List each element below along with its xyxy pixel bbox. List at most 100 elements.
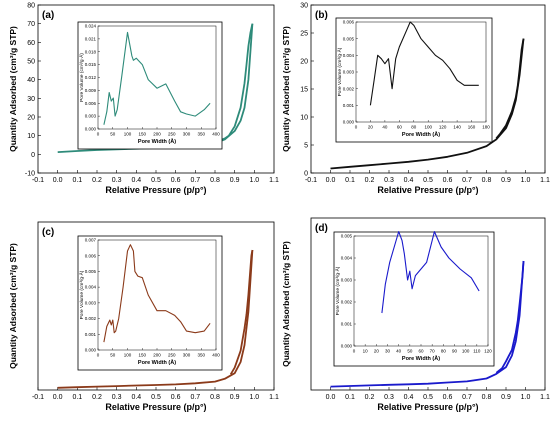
inset-y-axis-label: Pore Volume (cm³/g·Å) bbox=[334, 266, 341, 315]
inset-x-tick-label: 100 bbox=[424, 125, 432, 130]
x-tick-label: 0.8 bbox=[210, 177, 220, 184]
inset-x-axis-label: Pore Width (Å) bbox=[138, 359, 176, 366]
x-tick-label: 0.3 bbox=[384, 177, 394, 184]
x-tick-label: 0.6 bbox=[443, 394, 453, 401]
inset-x-axis-label: Pore Width (Å) bbox=[138, 138, 176, 145]
y-tick-label: 5 bbox=[304, 143, 308, 150]
isotherm-series-1 bbox=[330, 260, 525, 388]
inset-x-tick-label: 50 bbox=[110, 353, 116, 358]
x-tick-label: 0.0 bbox=[53, 177, 63, 184]
inset-y-tick-label: 0.000 bbox=[85, 127, 97, 132]
inset-x-tick-label: 150 bbox=[138, 132, 146, 137]
inset-x-axis-label: Pore Width (Å) bbox=[402, 355, 440, 362]
inset-y-tick-label: 0.006 bbox=[85, 253, 97, 258]
inset-y-tick-label: 0.000 bbox=[343, 120, 355, 125]
inset-y-tick-label: 0.000 bbox=[85, 348, 97, 353]
x-tick-label: 0.5 bbox=[423, 177, 433, 184]
inset-x-tick-label: 10 bbox=[363, 349, 369, 354]
x-tick-label: -0.1 bbox=[305, 177, 317, 184]
inset-y-tick-label: 0.015 bbox=[85, 62, 97, 67]
y-tick-label: 40 bbox=[27, 77, 35, 84]
inset-chart: 0 50 100 150 200 250 300 350 400 0.000 0.003 0.006 0… bbox=[77, 21, 223, 150]
inset-x-tick-label: 400 bbox=[212, 132, 220, 137]
inset-y-tick-label: 0.001 bbox=[343, 103, 355, 108]
inset-y-tick-label: 0.003 bbox=[85, 300, 97, 305]
x-tick-label: 0.2 bbox=[92, 177, 102, 184]
pore-distribution-line bbox=[103, 244, 211, 343]
inset-x-tick-label: 300 bbox=[183, 132, 191, 137]
inset-y-tick-label: 0.012 bbox=[85, 75, 97, 80]
inset-y-tick-label: 0.004 bbox=[85, 285, 97, 290]
chart-panel-3: -0.1 0.0 0.1 0.2 0.3 0.4 0.5 0.6 0.7 0.8 0.9 1.0 1.1… bbox=[8, 221, 279, 412]
y-tick-label: 0 bbox=[31, 152, 35, 159]
inset-x-tick-label: 140 bbox=[453, 125, 461, 130]
x-tick-label: 0.2 bbox=[365, 177, 375, 184]
x-tick-label: 0.1 bbox=[72, 177, 82, 184]
x-tick-label: 0.4 bbox=[404, 177, 414, 184]
y-tick-label: 20 bbox=[27, 115, 35, 122]
inset-y-tick-label: 0.002 bbox=[343, 86, 355, 91]
inset-x-tick-label: 200 bbox=[153, 353, 161, 358]
x-tick-label: -0.1 bbox=[32, 177, 44, 184]
x-tick-label: 0.7 bbox=[462, 177, 472, 184]
x-tick-label: 0.3 bbox=[112, 394, 122, 401]
inset-x-tick-label: 0 bbox=[355, 125, 358, 130]
inset-y-tick-label: 0.001 bbox=[341, 322, 353, 327]
x-tick-label: 0.0 bbox=[326, 177, 336, 184]
x-tick-label: 0.4 bbox=[404, 394, 414, 401]
x-tick-label: 0.7 bbox=[462, 394, 472, 401]
x-tick-label: 0.1 bbox=[72, 394, 82, 401]
inset-y-axis-label: Pore Volume (cm³/g·Å) bbox=[78, 270, 85, 319]
x-tick-label: 0.9 bbox=[501, 177, 511, 184]
inset-x-tick-label: 90 bbox=[452, 349, 458, 354]
inset-y-tick-label: 0.004 bbox=[341, 256, 353, 261]
x-axis-label: Relative Pressure (p/p°) bbox=[377, 185, 478, 195]
inset-y-tick-label: 0.005 bbox=[343, 36, 355, 41]
inset-x-tick-label: 0 bbox=[97, 353, 100, 358]
isotherm-series-1 bbox=[57, 249, 254, 389]
inset-x-tick-label: 250 bbox=[168, 353, 176, 358]
inset-frame bbox=[333, 231, 495, 367]
y-tick-label: -10 bbox=[25, 171, 35, 178]
inset-y-tick-label: 0.002 bbox=[341, 300, 353, 305]
x-tick-label: 0.5 bbox=[151, 177, 161, 184]
y-tick-label: 25 bbox=[300, 31, 308, 38]
inset-y-tick-label: 0.006 bbox=[343, 20, 355, 25]
inset-x-tick-label: 300 bbox=[183, 353, 191, 358]
inset-chart: 0 20 40 60 80 100 120 140 160 180 0.000 0.001 0.002 0… bbox=[335, 17, 493, 143]
inset-y-tick-label: 0.003 bbox=[343, 70, 355, 75]
inset-x-tick-label: 40 bbox=[382, 125, 388, 130]
inset-y-tick-label: 0.006 bbox=[85, 101, 97, 106]
inset-x-tick-label: 50 bbox=[110, 132, 116, 137]
x-tick-label: 1.0 bbox=[249, 177, 259, 184]
y-tick-label: 0 bbox=[304, 171, 308, 178]
y-tick-label: 30 bbox=[300, 3, 308, 10]
y-tick-label: 10 bbox=[300, 115, 308, 122]
x-tick-label: 1.0 bbox=[521, 394, 531, 401]
y-tick-label: 15 bbox=[300, 87, 308, 94]
x-tick-label: 0.1 bbox=[345, 177, 355, 184]
x-tick-label: 0.7 bbox=[190, 177, 200, 184]
isotherm-series-2 bbox=[214, 23, 254, 144]
y-axis-label: Quantity Adsorbed (cm³/g STP) bbox=[8, 26, 18, 152]
inset-x-tick-label: 120 bbox=[439, 125, 447, 130]
inset-y-tick-label: 0.018 bbox=[85, 49, 97, 54]
y-tick-label: 20 bbox=[300, 59, 308, 66]
inset-x-tick-label: 100 bbox=[124, 132, 132, 137]
inset-x-tick-label: 60 bbox=[418, 349, 424, 354]
panel-label: (d) bbox=[315, 223, 328, 234]
x-tick-label: 0.6 bbox=[443, 177, 453, 184]
inset-x-tick-label: 50 bbox=[407, 349, 413, 354]
x-tick-label: -0.1 bbox=[32, 394, 44, 401]
y-tick-label: 70 bbox=[27, 21, 35, 28]
inset-y-tick-label: 0.009 bbox=[85, 88, 97, 93]
inset-y-tick-label: 0.007 bbox=[85, 238, 97, 243]
inset-x-tick-label: 160 bbox=[468, 125, 476, 130]
inset-y-tick-label: 0.021 bbox=[85, 36, 97, 41]
panel-label: (b) bbox=[315, 10, 328, 21]
inset-chart: 0 10 20 30 40 50 60 70 80 90 100 110 120 0.000 0.001 0.… bbox=[333, 231, 495, 367]
x-tick-label: 0.2 bbox=[365, 394, 375, 401]
x-axis-label: Relative Pressure (p/p°) bbox=[377, 402, 478, 412]
y-axis-label: Quantity Adsorbed (cm³/g STP) bbox=[281, 26, 291, 152]
x-axis-label: Relative Pressure (p/p°) bbox=[105, 402, 206, 412]
